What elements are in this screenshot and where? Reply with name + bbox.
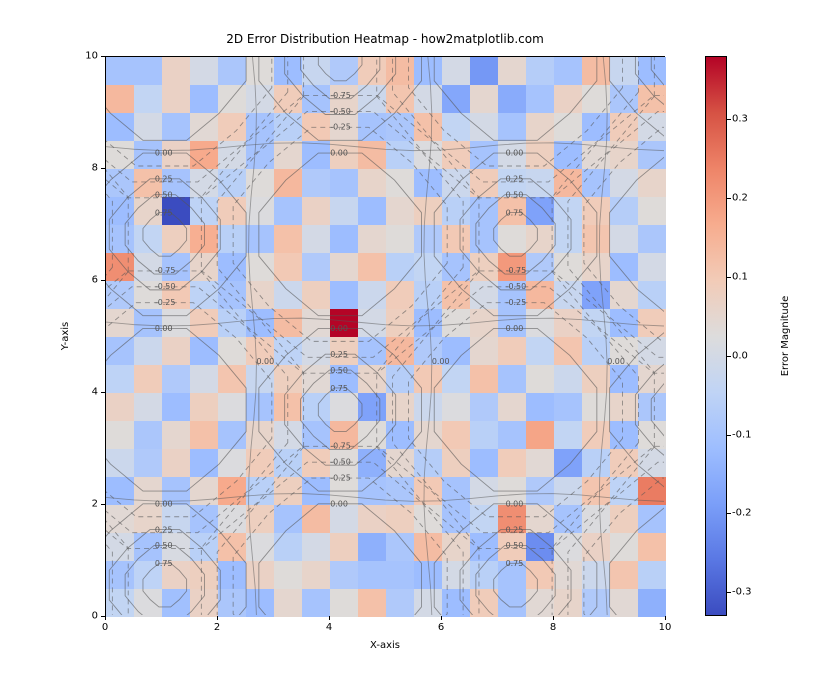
y-axis-label: Y-axis xyxy=(60,56,72,616)
chart-title: 2D Error Distribution Heatmap - how2matp… xyxy=(105,32,665,46)
colorbar xyxy=(705,56,727,616)
figure: 2D Error Distribution Heatmap - how2matp… xyxy=(0,0,840,700)
plot-area: 0.750.750.750.750.750.500.500.500.500.50… xyxy=(105,56,665,616)
x-axis-label: X-axis xyxy=(105,640,665,651)
colorbar-label: Error Magnitude xyxy=(780,56,791,616)
